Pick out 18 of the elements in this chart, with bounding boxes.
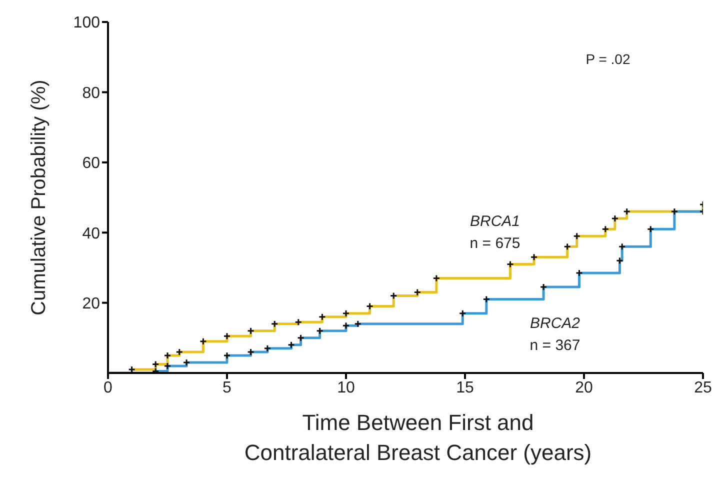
series-label: BRCA2 xyxy=(528,314,582,334)
x-tick-label: 25 xyxy=(694,379,712,396)
x-tick-label: 20 xyxy=(575,379,593,396)
x-tick-label: 5 xyxy=(222,379,232,396)
series-label: BRCA1 xyxy=(468,212,522,232)
x-axis-title: Time Between First and Contralateral Breast Cancer (years) xyxy=(243,409,593,467)
y-tick-label: 100 xyxy=(73,14,100,32)
y-tick-label: 20 xyxy=(82,295,100,312)
annotation: n = 675 xyxy=(468,234,522,254)
y-tick-label: 40 xyxy=(82,225,100,242)
x-tick-label: 0 xyxy=(104,379,113,396)
annotation: P = .02 xyxy=(584,50,632,69)
y-tick-label: 80 xyxy=(82,84,100,102)
y-tick-label: 60 xyxy=(82,155,100,172)
x-tick-label: 15 xyxy=(456,379,474,396)
annotation: n = 367 xyxy=(528,336,582,356)
x-tick-label: 10 xyxy=(337,379,355,396)
y-axis-title: Cumulative Probability (%) xyxy=(28,80,50,316)
